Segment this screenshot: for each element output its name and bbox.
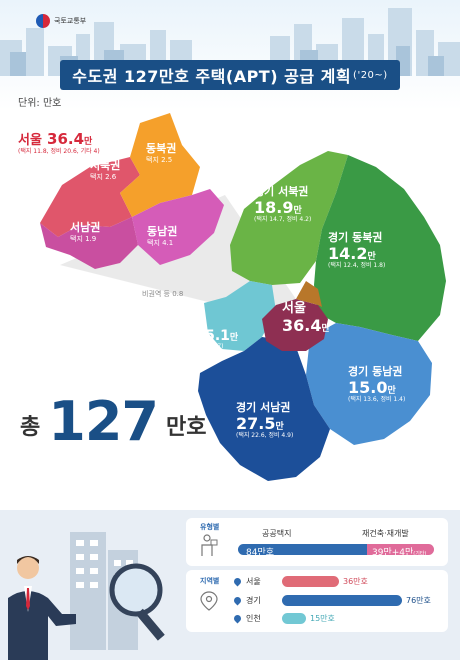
total-suffix: 만호 [165, 415, 207, 440]
seoul-seonam-district [40, 217, 138, 269]
seoul-pin-icon [232, 576, 243, 587]
region-name-seoul: 서울 [246, 577, 261, 586]
rebuild-label: 재건축·재개발 [362, 529, 409, 538]
seoul-seonam-label: 서남권 택지 1.9 [70, 221, 101, 243]
businessman-illustration [8, 532, 165, 660]
ministry-name: 국토교통부 [54, 17, 87, 25]
seoul-dongbuk-label: 동북권 택지 2.5 [146, 142, 177, 164]
seoul-inset-total-label: 서울 36.4만 (택지 11.8, 정비 20.6, 기타 4) [18, 130, 100, 155]
unit-label: 단위: 만호 [18, 98, 62, 109]
gyeonggi-seobuk-label: 경기 서북권 18.9만 (택지 14.7, 정비 4.2) [254, 185, 312, 224]
region-name-incheon: 인천 [246, 614, 261, 623]
page-title: 수도권 127만호 주택(APT) 공급 계획 ('20~) [60, 60, 400, 90]
seoul-seobuk-district [40, 157, 140, 237]
region-name-gyeonggi: 경기 [246, 596, 261, 605]
incheon-pin-icon [232, 613, 243, 624]
by-region-label: 지역별 [200, 577, 220, 585]
seoul-other-label: 비권역 등 0.8 [142, 290, 184, 298]
gyeonggi-seobuk-region [230, 151, 348, 285]
gyeonggi-dongnam-region [306, 323, 432, 445]
region-bar-seoul [282, 576, 339, 587]
region-bar-gyeonggi [282, 595, 402, 606]
capital-area-map [40, 113, 446, 481]
region-value-gyeonggi: 76만호 [406, 596, 431, 605]
by-type-label: 유형별 [200, 523, 220, 531]
government-emblem-icon [36, 14, 50, 28]
gyeonggi-dongbuk-region [314, 155, 446, 341]
seoul-dongbuk-district [120, 113, 200, 217]
person-sign-icon [201, 534, 218, 556]
seoul-dongnam-label: 동남권 택지 4.1 [147, 225, 178, 247]
seoul-label: 서울 36.4만 [282, 301, 330, 335]
magnifier-icon [109, 563, 163, 617]
public-land-bar [238, 544, 367, 555]
gyeonggi-dongnam-label: 경기 동남권 15.0만 (택지 13.6, 정비 1.4) [348, 365, 406, 404]
title-suffix: ('20~) [353, 69, 388, 81]
public-land-value: 84만호 [246, 548, 275, 558]
gyeonggi-seonam-region [198, 337, 330, 481]
region-value-seoul: 36만호 [343, 577, 368, 586]
by-type-card: 유형별 공공택지 재건축·재개발 84만호 39만+4만(기타) [186, 518, 448, 566]
seoul-seobuk-label: 서북권 택지 2.6 [90, 159, 121, 181]
seoul-north-patch [296, 281, 322, 307]
ministry-logo: 국토교통부 [36, 14, 86, 28]
location-pin-icon [200, 591, 218, 611]
seoul-inset-detail: (택지 11.8, 정비 20.6, 기타 4) [18, 147, 100, 155]
total-number: 127 [48, 390, 159, 453]
incheon-region [204, 281, 276, 351]
seoul-dongnam-district [132, 189, 224, 265]
gyeonggi-dongbuk-label: 경기 동북권 14.2만 (택지 12.4, 정비 1.8) [328, 231, 386, 270]
region-bar-incheon [282, 613, 306, 624]
total-housing: 총 127 만호 [20, 395, 206, 449]
region-value-incheon: 15만호 [310, 614, 335, 623]
gyeonggi-seonam-label: 경기 서남권 27.5만 (택지 22.6, 정비 4.9) [236, 401, 294, 440]
public-land-label: 공공택지 [262, 529, 292, 538]
by-region-card: 지역별 서울 36만호 경기 76만호 인천 15만호 [186, 570, 448, 632]
title-text: 수도권 127만호 주택(APT) 공급 계획 [72, 67, 352, 86]
gyeonggi-pin-icon [232, 595, 243, 606]
seoul-region [262, 299, 328, 351]
incheon-label: 인천 15.1만 (택지 9.4, 정비 5.7) [170, 328, 239, 351]
total-prefix: 총 [20, 415, 41, 440]
rebuild-value: 39만+4만(기타) [372, 548, 427, 558]
rebuild-bar [367, 544, 434, 555]
